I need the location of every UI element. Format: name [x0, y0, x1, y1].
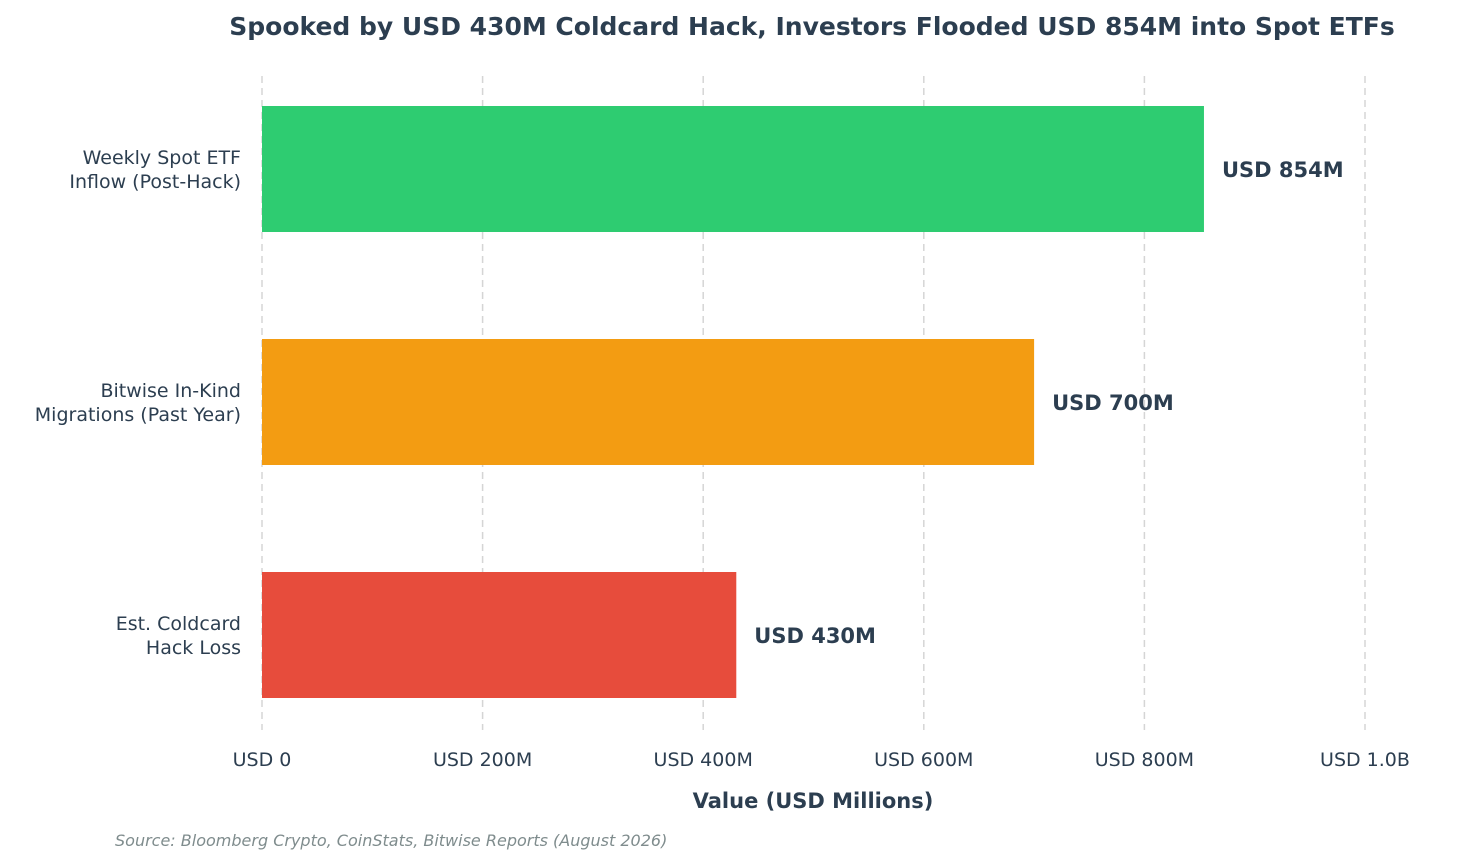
category-label: Hack Loss	[146, 637, 241, 659]
category-label: Est. Coldcard	[116, 613, 241, 635]
x-tick-label: USD 800M	[1095, 749, 1194, 771]
category-label: Migrations (Past Year)	[35, 404, 241, 426]
source-note: Source: Bloomberg Crypto, CoinStats, Bit…	[115, 831, 667, 850]
x-tick-label: USD 400M	[654, 749, 753, 771]
bar-value-label: USD 700M	[1052, 391, 1174, 415]
bar-value-label: USD 430M	[754, 624, 876, 648]
x-tick-label: USD 1.0B	[1320, 749, 1410, 771]
bars: USD 854M USD 700M USD 430M	[262, 106, 1344, 698]
x-tick-label: USD 600M	[874, 749, 973, 771]
bar	[262, 339, 1035, 465]
bar	[262, 572, 737, 698]
category-label: Bitwise In-Kind	[100, 380, 241, 402]
x-tick-label: USD 0	[233, 749, 292, 771]
category-label: Weekly Spot ETF	[83, 147, 241, 169]
bar-value-label: USD 854M	[1222, 158, 1344, 182]
category-label: Inflow (Post-Hack)	[69, 171, 241, 193]
x-axis-label: Value (USD Millions)	[693, 789, 934, 813]
x-tick-label: USD 200M	[433, 749, 532, 771]
bar	[262, 106, 1204, 232]
x-axis-ticks: USD 0 USD 200M USD 400M USD 600M USD 800M USD…	[233, 749, 1410, 771]
chart-title: Spooked by USD 430M Coldcard Hack, Inves…	[229, 12, 1395, 41]
